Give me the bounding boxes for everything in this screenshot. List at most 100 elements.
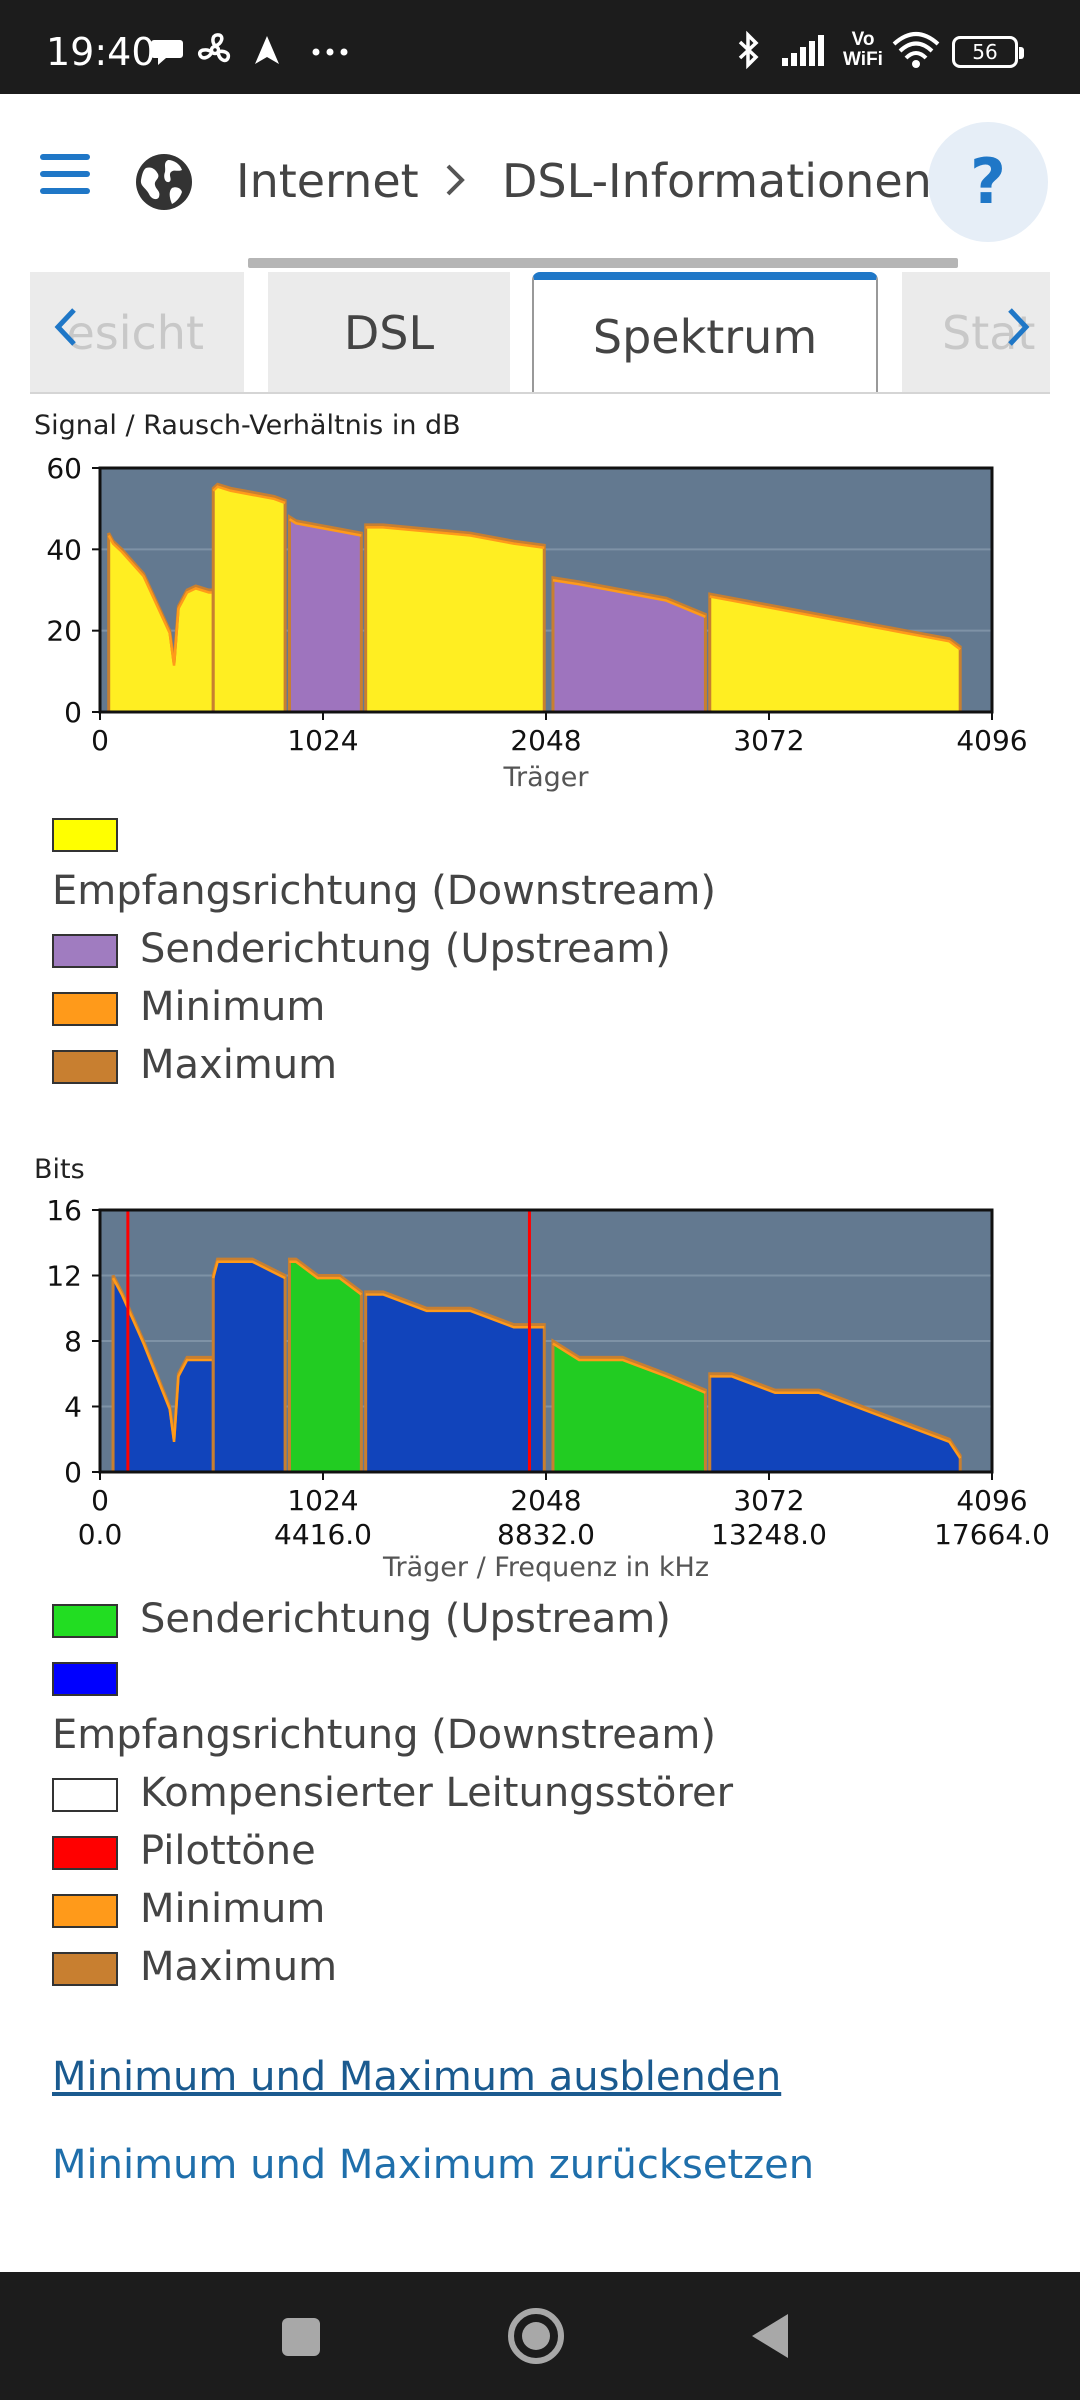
- series-area: [211, 482, 287, 714]
- wifi-icon: [892, 32, 940, 68]
- tab-statistik[interactable]: Stat: [902, 272, 1050, 394]
- globe-icon: [136, 154, 192, 210]
- x-tick-label: 2048: [510, 724, 581, 757]
- x-tick-label: 3072: [733, 1484, 804, 1517]
- legend-swatch-maximum: [52, 1050, 118, 1084]
- system-nav-bar: [0, 2272, 1080, 2400]
- series-area: [364, 1290, 546, 1474]
- series-area: [287, 514, 363, 714]
- legend-label-upstream-bits: Senderichtung (Upstream): [140, 1596, 671, 1642]
- recents-button[interactable]: [282, 2318, 320, 2356]
- vowifi-icon: Vo WiFi: [843, 29, 883, 70]
- x-axis-label: Träger / Frequenz in kHz: [382, 1552, 709, 1583]
- legend-label-maximum-bits: Maximum: [140, 1944, 338, 1990]
- fan-icon: [197, 33, 231, 63]
- chevron-right-icon: [446, 164, 465, 196]
- signal-icon: [782, 35, 824, 66]
- minimum-line: [288, 518, 362, 537]
- snr-chart: 0 20 40 60 0 1024 2048 3072 4096 Träger: [46, 452, 1027, 793]
- breadcrumb-internet[interactable]: Internet: [236, 154, 419, 208]
- x-tick-label: 0: [91, 1484, 109, 1517]
- x-tick-label: 4096: [956, 1484, 1027, 1517]
- series-area: [211, 1257, 287, 1474]
- tab-label: Spektrum: [592, 310, 818, 364]
- snr-chart-title: Signal / Rausch-Verhältnis in dB: [34, 410, 461, 441]
- legend-swatch-downstream-bits: [52, 1662, 118, 1696]
- x-axis-label: Träger: [502, 762, 589, 793]
- x-tick-label: 1024: [287, 1484, 358, 1517]
- tab-spektrum[interactable]: Spektrum: [532, 272, 878, 394]
- status-bar: 19:40 Vo WiFi 56: [0, 0, 1080, 94]
- legend-label-downstream: Empfangsrichtung (Downstream): [52, 868, 716, 914]
- series-area: [364, 523, 546, 714]
- y-tick-label: 0: [64, 1456, 82, 1489]
- legend-swatch-downstream: [52, 818, 118, 852]
- minimum-line: [365, 1293, 545, 1329]
- x-tick-label: 1024: [287, 724, 358, 757]
- legend-swatch-pilot: [52, 1836, 118, 1870]
- chat-bubble-icon: [151, 40, 183, 65]
- legend-label-compensated: Kompensierter Leitungsstörer: [140, 1770, 734, 1816]
- minimum-line: [552, 579, 706, 618]
- legend-label-maximum: Maximum: [140, 1042, 338, 1088]
- y-tick-label: 8: [64, 1325, 82, 1358]
- minimum-line: [107, 534, 214, 666]
- page-title: DSL-Informationen: [502, 154, 932, 208]
- tab-dsl[interactable]: DSL: [268, 272, 510, 394]
- bits-chart: 048121600.010244416.020488832.0307213248…: [46, 1194, 1050, 1583]
- y-tick-label: 16: [46, 1194, 82, 1227]
- bits-chart-title: Bits: [34, 1154, 85, 1185]
- legend-label-downstream-bits: Empfangsrichtung (Downstream): [52, 1712, 716, 1758]
- tab-overview[interactable]: esicht: [30, 272, 244, 394]
- y-tick-label: 12: [46, 1260, 82, 1293]
- y-tick-label: 40: [46, 533, 82, 566]
- series-area: [287, 1257, 363, 1474]
- tab-bar: esicht DSL Spektrum Stat: [30, 258, 1050, 394]
- legend-swatch-compensated: [52, 1778, 118, 1812]
- legend-label-upstream: Senderichtung (Upstream): [140, 926, 671, 972]
- battery-indicator: 56: [952, 36, 1024, 68]
- help-button[interactable]: ?: [928, 122, 1048, 242]
- menu-icon: [40, 154, 90, 160]
- legend-swatch-minimum-bits: [52, 1894, 118, 1928]
- minimum-line: [289, 1260, 363, 1296]
- y-tick-label: 60: [46, 452, 82, 485]
- y-tick-label: 20: [46, 615, 82, 648]
- series-area: [551, 576, 707, 714]
- legend-label-pilot: Pilottöne: [140, 1828, 316, 1874]
- legend-swatch-upstream-bits: [52, 1604, 118, 1638]
- minimum-line: [552, 1342, 706, 1394]
- x-tick-label-secondary: 8832.0: [497, 1518, 595, 1551]
- x-tick-label: 0: [91, 724, 109, 757]
- tab-divider: [30, 392, 1050, 394]
- hide-minmax-link[interactable]: Minimum und Maximum ausblenden: [52, 2054, 782, 2100]
- status-time: 19:40: [46, 30, 156, 74]
- legend-swatch-minimum: [52, 992, 118, 1026]
- navigation-icon: [255, 36, 279, 64]
- menu-button[interactable]: [40, 154, 92, 198]
- tab-scroll-indicator[interactable]: [248, 258, 958, 268]
- x-tick-label: 3072: [733, 724, 804, 757]
- minimum-line: [709, 1375, 962, 1459]
- y-tick-label: 4: [64, 1391, 82, 1424]
- x-tick-label-secondary: 17664.0: [934, 1518, 1050, 1551]
- minimum-line: [365, 526, 545, 549]
- minimum-line: [709, 595, 961, 651]
- y-tick-label: 0: [64, 696, 82, 729]
- reset-minmax-link[interactable]: Minimum und Maximum zurücksetzen: [52, 2142, 815, 2188]
- back-button[interactable]: [752, 2314, 788, 2358]
- legend-label-minimum: Minimum: [140, 984, 326, 1030]
- minimum-line: [212, 485, 286, 505]
- series-area: [551, 1338, 707, 1474]
- x-tick-label: 4096: [956, 724, 1027, 757]
- tab-label: DSL: [343, 306, 435, 360]
- x-tick-label-secondary: 4416.0: [274, 1518, 372, 1551]
- chevron-left-icon[interactable]: [48, 302, 88, 352]
- legend-swatch-maximum-bits: [52, 1952, 118, 1986]
- bluetooth-icon: [738, 30, 759, 70]
- tab-label: esicht: [66, 306, 204, 360]
- chevron-right-icon[interactable]: [996, 302, 1036, 352]
- minimum-line: [212, 1260, 286, 1280]
- home-button[interactable]: [508, 2308, 564, 2364]
- more-dots-icon: [312, 48, 348, 56]
